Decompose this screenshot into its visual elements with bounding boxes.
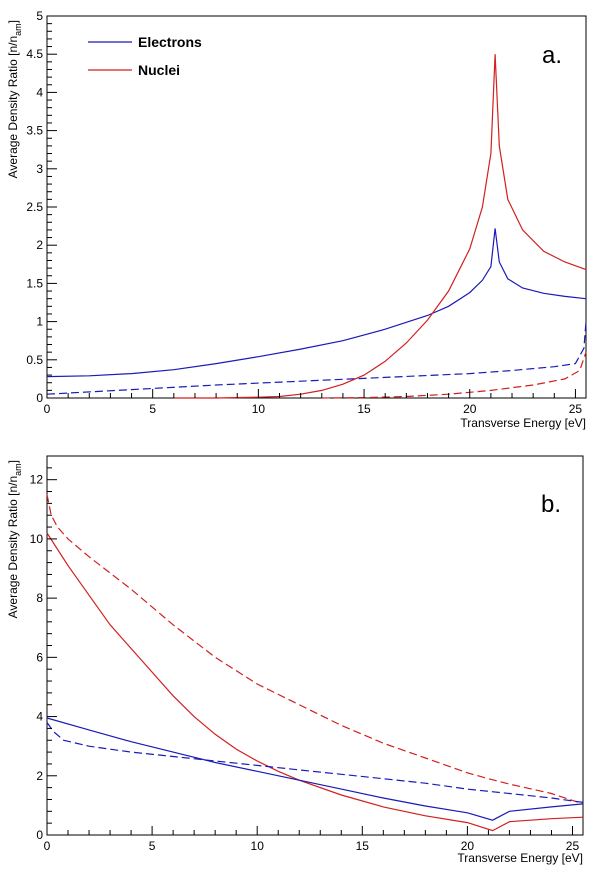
x-tick-label: 10 <box>252 402 266 416</box>
panel-b: 0 5 10 15 20 25 0 2 4 6 8 10 12 Transverse Energy [eV… <box>6 455 584 865</box>
series-line-nuclei-solid <box>173 54 587 399</box>
x-tick-label: 10 <box>251 839 265 853</box>
panel-label: a. <box>542 42 562 69</box>
x-axis-title: Transverse Energy [eV] <box>457 851 583 865</box>
x-tick-label: 15 <box>357 402 371 416</box>
series-line-electrons-dashed <box>46 321 587 395</box>
y-tick-label: 10 <box>30 532 44 546</box>
y-tick-label: 2 <box>36 238 43 252</box>
y-tick-label: 0.5 <box>26 353 43 367</box>
series-line-electrons-solid <box>46 717 584 821</box>
x-axis-title: Transverse Energy [eV] <box>460 416 586 430</box>
x-tick-label: 5 <box>149 839 156 853</box>
panel-a: 0 5 10 15 20 25 0 0.5 1 1.5 2 2.5 3 3.5 4 4.5 5 Transvers… <box>6 9 587 430</box>
y-tick-label: 3 <box>36 162 43 176</box>
series-line-nuclei-dashed <box>46 494 584 805</box>
y-tick-label: 2.5 <box>26 200 43 214</box>
x-tick-label: 15 <box>356 839 370 853</box>
y-tick-label: 1.5 <box>26 276 43 290</box>
x-tick-label: 5 <box>149 402 156 416</box>
x-tick-label: 0 <box>44 402 51 416</box>
y-tick-label: 1 <box>36 315 43 329</box>
x-tick-label: 20 <box>461 839 475 853</box>
legend-label-electrons: Electrons <box>138 34 202 50</box>
y-tick-label: 12 <box>30 473 44 487</box>
y-tick-label: 0 <box>36 828 43 842</box>
y-axis-title: Average Density Ratio [n/nam] <box>6 20 23 178</box>
y-tick-label: 2 <box>36 769 43 783</box>
y-tick-label: 3.5 <box>26 124 43 138</box>
y-tick-label: 4 <box>36 710 43 724</box>
y-tick-label: 8 <box>36 591 43 605</box>
series-line-nuclei-solid <box>46 532 584 832</box>
plot-frame <box>46 455 584 836</box>
y-tick-label: 5 <box>36 9 43 23</box>
series-line-electrons-dashed <box>46 722 584 803</box>
y-tick-label: 6 <box>36 650 43 664</box>
legend-label-nuclei: Nuclei <box>138 62 180 78</box>
panel-label: b. <box>541 491 561 518</box>
y-axis-title: Average Density Ratio [n/nam] <box>6 460 23 618</box>
x-tick-label: 0 <box>44 839 51 853</box>
series-line-electrons-solid <box>46 228 587 378</box>
series-line-nuclei-dashed <box>321 352 587 399</box>
x-tick-label: 25 <box>569 402 583 416</box>
y-tick-label: 4.5 <box>26 47 43 61</box>
plot-frame <box>46 15 587 399</box>
y-tick-label: 4 <box>36 85 43 99</box>
y-tick-label: 0 <box>36 391 43 405</box>
x-tick-label: 25 <box>566 839 580 853</box>
x-tick-label: 20 <box>463 402 477 416</box>
